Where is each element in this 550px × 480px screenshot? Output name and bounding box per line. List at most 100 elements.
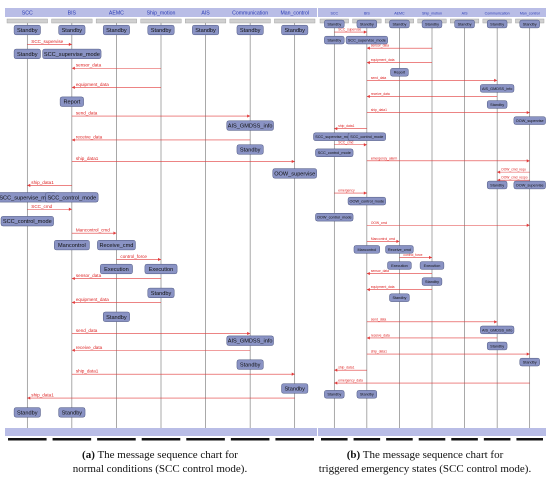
state-box xyxy=(356,390,378,399)
message-label: OOW_cmd_respo xyxy=(501,176,528,180)
lifeline-label: Man_control xyxy=(520,12,540,16)
state-label: Standby xyxy=(17,52,38,58)
lifeline-label: AIS xyxy=(462,12,468,16)
state-label: Report xyxy=(394,71,406,75)
state-box xyxy=(0,216,54,227)
message-arrowhead xyxy=(366,288,370,292)
state-label: Report xyxy=(63,100,80,106)
caption-b-line1: The message sequence chart for xyxy=(362,449,504,461)
state-label: Standby xyxy=(392,22,406,26)
caption-a-label: (a) xyxy=(82,449,95,461)
lifeline-end-bar xyxy=(321,438,348,441)
message-label: ship_data1 xyxy=(31,393,54,398)
message-arrowhead xyxy=(366,61,370,65)
state-box xyxy=(486,341,508,351)
state-label: SCC_supervise_mode xyxy=(348,38,386,42)
message-arrowhead xyxy=(526,223,530,227)
state-label: Standby xyxy=(490,103,504,107)
state-label: Standby xyxy=(240,148,261,154)
state-label: Standby xyxy=(240,28,261,34)
message-label: receive_data xyxy=(76,345,103,350)
state-label: OOW_control_mode xyxy=(350,199,385,203)
state-label: Standby xyxy=(327,393,341,397)
state-box xyxy=(45,192,99,203)
message-arrowhead xyxy=(68,207,72,211)
lifeline-head-strip xyxy=(185,18,227,24)
message-arrowhead xyxy=(71,85,75,89)
message-arrowhead xyxy=(429,255,432,260)
lifeline-header-bar xyxy=(5,8,317,17)
message-label: send_data xyxy=(371,76,387,80)
state-label: Standby xyxy=(490,344,504,348)
message-label: ship_data1 xyxy=(76,156,99,161)
state-box xyxy=(59,96,84,107)
message-arrowhead xyxy=(27,396,31,400)
state-label: SCC_control_mode xyxy=(350,135,383,139)
message-label: equipment_data xyxy=(76,297,109,302)
state-box xyxy=(324,19,345,29)
state-label: SCC_supervise_mode xyxy=(44,52,100,58)
state-label: Standby xyxy=(523,22,537,26)
message-arrowhead xyxy=(366,271,370,276)
lifeline-label: AEMC xyxy=(394,12,405,16)
message-label: emergency_alarm xyxy=(371,156,398,160)
state-label: Execution xyxy=(424,264,441,268)
lifeline-head-strip xyxy=(229,18,271,24)
caption-a-line1: The message sequence chart for xyxy=(97,449,238,461)
state-label: Standby xyxy=(284,387,305,393)
state-box xyxy=(192,24,220,36)
state-box xyxy=(419,261,445,270)
state-box xyxy=(144,263,178,275)
lifeline-end-bar xyxy=(418,438,446,441)
state-box xyxy=(390,68,409,77)
state-label: Standby xyxy=(360,22,374,26)
message-arrowhead xyxy=(363,143,367,147)
lifeline-end-bar xyxy=(516,438,543,441)
message-arrowhead xyxy=(363,191,367,195)
state-label: Standby xyxy=(458,22,472,26)
state-box xyxy=(147,24,175,36)
message-arrowhead xyxy=(71,138,75,142)
state-label: OOW_supervise xyxy=(274,171,315,177)
message-label: send_data xyxy=(76,111,98,116)
message-label: SCC_cmd xyxy=(338,140,353,144)
message-label: ship_data1 xyxy=(338,366,354,370)
state-label: Standby xyxy=(392,296,406,300)
lifeline-end-bar xyxy=(451,438,478,441)
state-label: AIS_GMDSS_info xyxy=(228,124,273,130)
state-box xyxy=(421,277,443,286)
state-box xyxy=(272,168,317,179)
state-label: Standby xyxy=(490,22,504,26)
state-box xyxy=(236,24,264,36)
state-box xyxy=(519,357,540,367)
lifeline-footer-bar xyxy=(318,428,546,436)
state-label: Standby xyxy=(425,22,439,26)
message-label: ship_data1 xyxy=(76,369,99,374)
lifeline-end-bar xyxy=(97,438,136,441)
message-arrowhead xyxy=(334,127,338,131)
message-arrowhead xyxy=(291,372,295,376)
state-box xyxy=(58,24,86,36)
state-box xyxy=(480,325,515,335)
state-label: Standby xyxy=(360,393,374,397)
state-label: Receive_cmd xyxy=(388,248,411,252)
message-label: ship_data1 xyxy=(371,108,387,112)
lifeline-label: BIS xyxy=(68,11,77,17)
lifeline-end-bar xyxy=(141,438,181,441)
state-label: Standby xyxy=(106,315,127,321)
caption-a-line2: normal conditions (SCC control mode). xyxy=(72,463,248,475)
state-label: Standby xyxy=(490,183,504,187)
caption-b-label: (b) xyxy=(346,449,361,461)
caption-b: (b) The message sequence chart for trigg… xyxy=(300,448,550,476)
state-box xyxy=(236,359,264,370)
state-label: Execution xyxy=(391,264,408,268)
state-box xyxy=(480,84,515,93)
message-label: OOW_cmd_requ xyxy=(501,168,526,172)
lifeline-label: AIS xyxy=(201,11,210,17)
state-box xyxy=(97,240,136,251)
message-arrowhead xyxy=(366,336,370,340)
state-label: AIS_GMDSS_info xyxy=(482,87,512,91)
lifeline-head-strip xyxy=(95,18,137,24)
message-label: send_data xyxy=(371,317,387,321)
